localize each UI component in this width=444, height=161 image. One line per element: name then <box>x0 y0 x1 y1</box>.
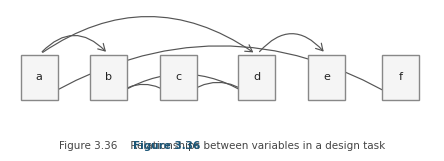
FancyBboxPatch shape <box>308 55 345 100</box>
Text: a: a <box>36 72 43 82</box>
FancyArrowPatch shape <box>113 84 175 97</box>
FancyBboxPatch shape <box>91 55 127 100</box>
FancyBboxPatch shape <box>382 55 419 100</box>
Text: d: d <box>253 72 260 82</box>
FancyBboxPatch shape <box>160 55 197 100</box>
Text: e: e <box>323 72 330 82</box>
Text: b: b <box>105 72 112 82</box>
FancyArrowPatch shape <box>113 74 254 98</box>
FancyBboxPatch shape <box>238 55 275 100</box>
FancyArrowPatch shape <box>182 82 253 97</box>
Text: Figure 3.36: Figure 3.36 <box>133 141 200 151</box>
Text: f: f <box>398 72 402 82</box>
FancyArrowPatch shape <box>43 17 252 52</box>
FancyArrowPatch shape <box>42 35 105 52</box>
Text: c: c <box>175 72 182 82</box>
FancyArrowPatch shape <box>260 34 323 52</box>
FancyArrowPatch shape <box>43 46 396 98</box>
FancyBboxPatch shape <box>21 55 58 100</box>
Text: Figure 3.36    Relationships between variables in a design task: Figure 3.36 Relationships between variab… <box>59 141 385 151</box>
